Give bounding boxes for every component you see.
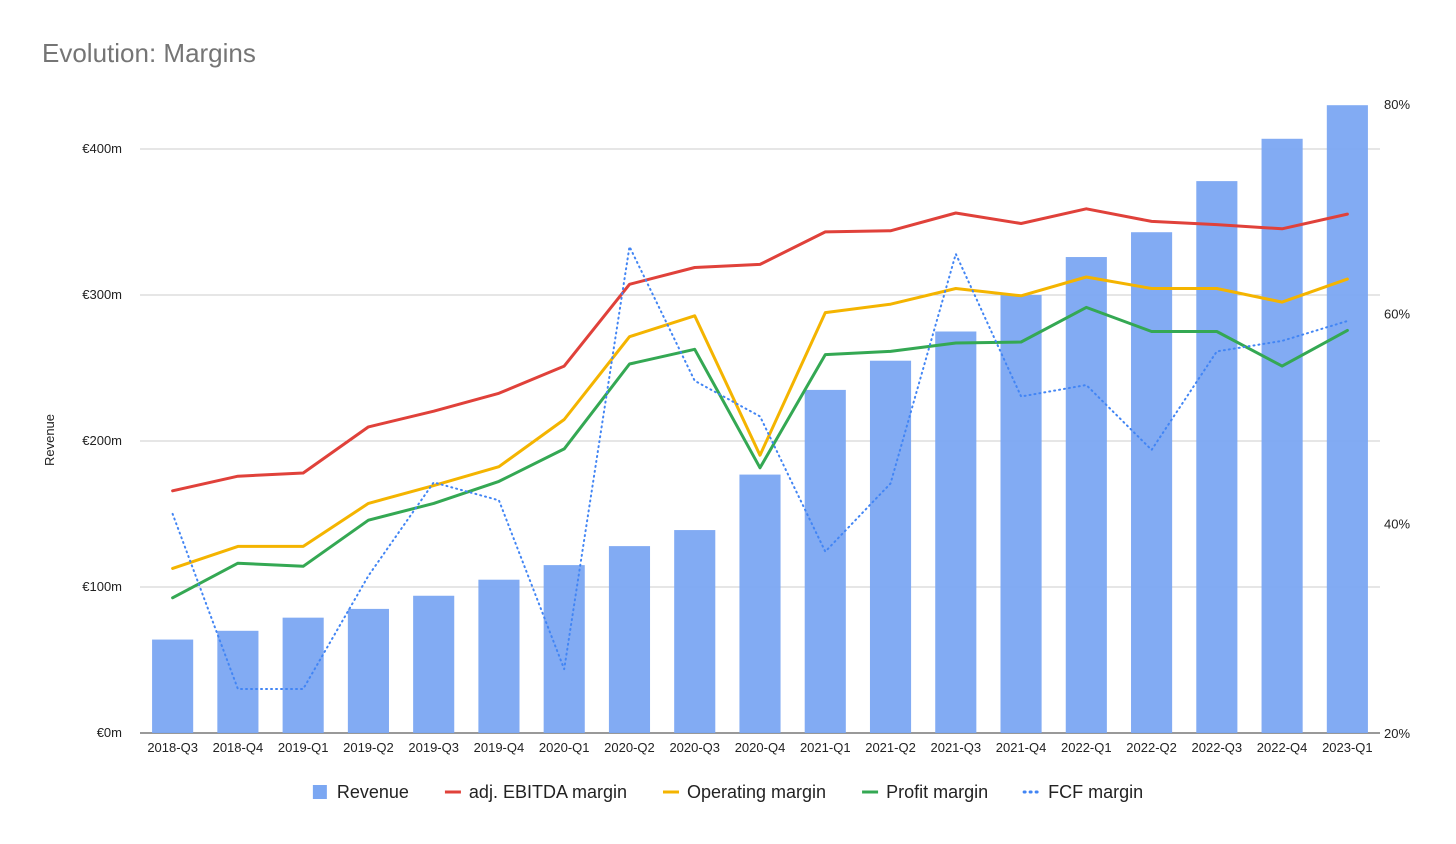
y-right-tick-label: 20% [1384,726,1410,741]
revenue-bar [1000,295,1042,733]
series-line-adj-ebitda-margin [171,207,1349,493]
legend: Revenue adj. EBITDA margin Operating margi… [312,782,1143,802]
revenue-bar [1065,257,1107,733]
revenue-bar [1196,181,1238,733]
revenue-bar [1131,232,1173,733]
revenue-bar [1326,105,1368,733]
x-tick-label: 2020-Q2 [604,740,655,755]
x-tick-label: 2021-Q2 [865,740,916,755]
revenue-bar [608,546,651,733]
series-line-operating-margin [171,275,1349,570]
y-axis-title: Revenue [42,414,57,466]
margin-lines [171,207,1349,690]
revenue-bars [152,105,1368,733]
x-tick-label: 2021-Q4 [996,740,1047,755]
y-tick-label: €100m [82,579,122,594]
axes: €0m €100m €200m €300m €400m 20% 40% 60% 80% 2018-… [82,97,1410,755]
y-right-tick-label: 40% [1384,516,1410,531]
chart-title: Evolution: Margins [42,38,256,68]
x-tick-label: 2021-Q1 [800,740,851,755]
legend-label: Revenue [337,782,409,802]
y-tick-label: €200m [82,433,122,448]
revenue-bar [152,639,194,733]
legend-label: Operating margin [687,782,826,802]
revenue-bar [282,617,324,733]
legend-label: adj. EBITDA margin [469,782,627,802]
series-line-profit-margin [171,305,1349,600]
x-tick-label: 2019-Q2 [343,740,394,755]
revenue-bar [217,630,259,733]
revenue-bar [413,595,455,733]
revenue-bar [674,530,716,733]
revenue-bar [935,331,977,733]
y-tick-label: €300m [82,287,122,302]
legend-swatch-revenue [312,785,327,799]
revenue-bar [347,608,389,733]
x-tick-label: 2020-Q1 [539,740,590,755]
revenue-bar [869,360,912,733]
y-tick-label: €400m [82,141,122,156]
x-tick-label: 2019-Q1 [278,740,329,755]
series-line-fcf-margin [171,245,1349,690]
revenue-bar [804,389,846,733]
revenue-bar [478,579,520,733]
y-tick-label: €0m [97,725,122,740]
x-tick-label: 2019-Q4 [474,740,525,755]
x-tick-label: 2022-Q1 [1061,740,1112,755]
revenue-bar [739,474,781,733]
y-right-tick-label: 60% [1384,307,1410,322]
x-tick-label: 2018-Q4 [213,740,264,755]
x-tick-label: 2023-Q1 [1322,740,1373,755]
revenue-bar [543,565,585,733]
x-tick-label: 2020-Q3 [669,740,720,755]
revenue-bar [1261,138,1303,733]
y-right-tick-label: 80% [1384,97,1410,112]
x-tick-label: 2018-Q3 [147,740,198,755]
x-tick-label: 2022-Q4 [1257,740,1308,755]
legend-label: Profit margin [886,782,988,802]
x-tick-label: 2022-Q3 [1192,740,1243,755]
x-tick-label: 2021-Q3 [930,740,981,755]
x-tick-label: 2022-Q2 [1126,740,1177,755]
x-tick-label: 2020-Q4 [735,740,786,755]
x-tick-label: 2019-Q3 [408,740,459,755]
legend-label: FCF margin [1048,782,1143,802]
